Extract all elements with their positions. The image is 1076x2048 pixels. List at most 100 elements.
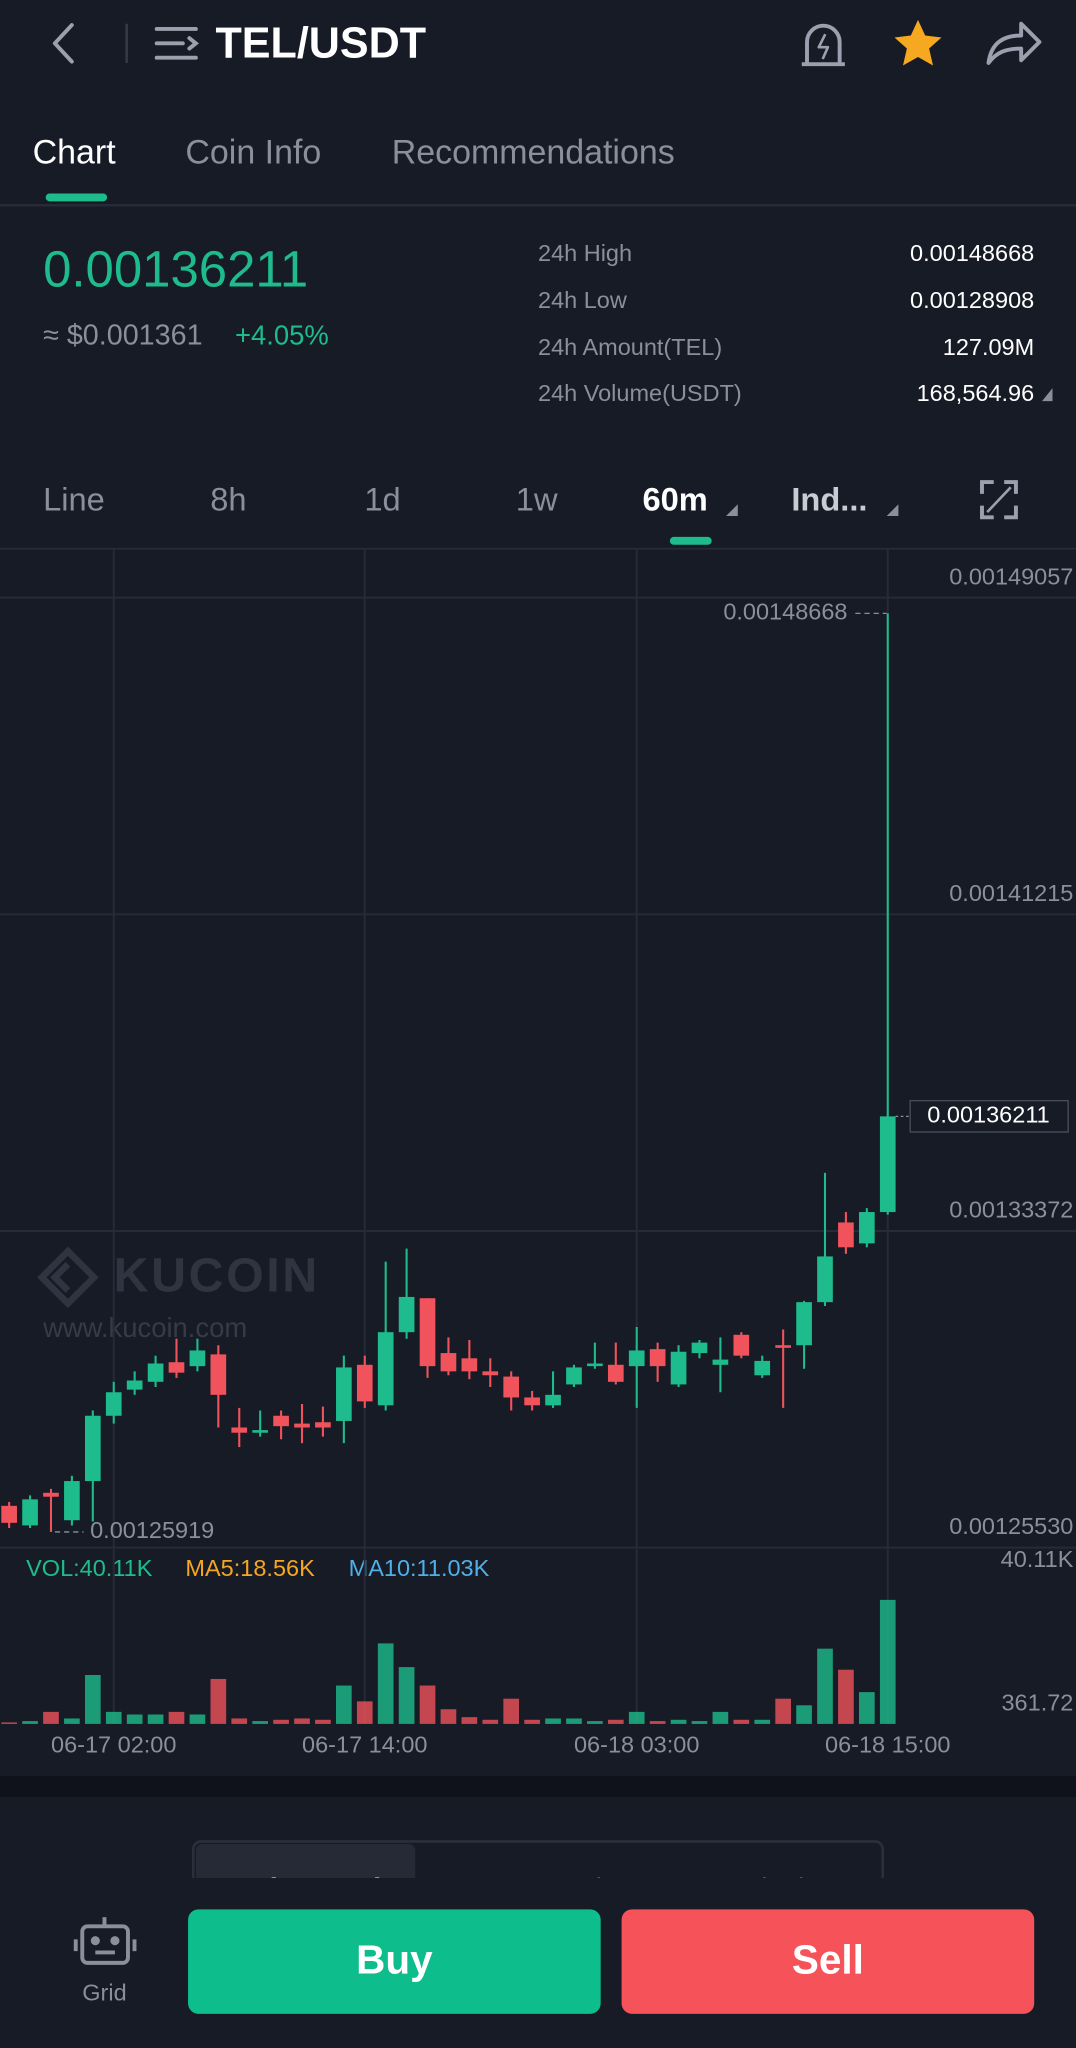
volume-tick-label: 361.72	[1001, 1690, 1073, 1716]
candle-body	[607, 1364, 624, 1382]
volume-bar	[879, 1599, 896, 1724]
candle-body	[84, 1415, 101, 1482]
watermark: KUCOIN www.kucoin.com	[37, 1246, 317, 1343]
candle-body	[754, 1360, 771, 1376]
menu-button[interactable]	[154, 27, 200, 60]
favorite-star[interactable]	[894, 19, 942, 66]
interval[interactable]: Ind...	[791, 480, 867, 517]
candle-body	[1, 1505, 17, 1523]
volume-bar	[189, 1714, 206, 1724]
candle-body	[838, 1222, 854, 1248]
low-label: 0.00125919	[90, 1517, 214, 1543]
volume-bar	[649, 1721, 666, 1724]
stat-value: 0.00148668	[910, 240, 1034, 266]
volume-bar	[503, 1698, 520, 1724]
candle-body	[817, 1256, 833, 1303]
pair-title: TEL/USDT	[215, 19, 426, 67]
bottom-tab[interactable]: Recent Trades	[439, 1873, 634, 1906]
candle-body	[524, 1397, 540, 1406]
volume-bar	[231, 1718, 248, 1724]
volume-bar	[775, 1698, 791, 1724]
change-percent: +4.05%	[235, 319, 329, 350]
volume-bar	[817, 1648, 833, 1724]
volume-bar	[838, 1669, 854, 1724]
interval[interactable]: 8h	[210, 480, 246, 517]
tab[interactable]: Recommendations	[392, 133, 675, 171]
volume-stat: VOL:40.11K	[26, 1555, 153, 1581]
volume-bar	[712, 1711, 729, 1724]
section-gap	[0, 1776, 1076, 1798]
y-tick-label: 0.00141215	[949, 880, 1073, 906]
candle-body	[22, 1499, 38, 1526]
stat-label: 24h Volume(USDT)	[538, 380, 742, 406]
dropdown-triangle[interactable]	[1042, 388, 1053, 402]
candle-body	[649, 1349, 666, 1367]
interval[interactable]: 60m	[642, 480, 707, 517]
volume-bar	[210, 1678, 227, 1724]
volume-bar	[733, 1719, 750, 1724]
current-price-label: 0.00136211	[927, 1102, 1049, 1128]
volume-bar	[105, 1711, 122, 1724]
alert-button[interactable]	[801, 23, 845, 67]
fullscreen-button[interactable]	[980, 480, 1018, 520]
candle-body	[879, 1116, 896, 1213]
volume-bar	[273, 1719, 289, 1724]
volume-bar	[858, 1692, 875, 1724]
candle-body	[691, 1342, 708, 1354]
watermark-url: www.kucoin.com	[42, 1312, 247, 1343]
candle-body	[231, 1427, 248, 1433]
candle-body	[252, 1430, 269, 1433]
stat-label: 24h Low	[538, 287, 628, 313]
candle-body	[503, 1376, 520, 1398]
stat-value: 127.09M	[943, 334, 1034, 360]
buy-button[interactable]	[188, 1909, 601, 2014]
tab-indicator	[45, 193, 108, 202]
grid-label: Grid	[82, 1979, 126, 2005]
volume-bar	[545, 1718, 561, 1724]
tab[interactable]: Coin Info	[185, 133, 321, 171]
volume-bar	[398, 1667, 415, 1724]
x-tick-label: 06-17 02:00	[51, 1731, 176, 1757]
candle-body	[294, 1423, 310, 1428]
fiat-price: ≈ $0.001361	[43, 320, 203, 352]
share-button[interactable]	[986, 21, 1042, 65]
candle-body	[566, 1367, 582, 1385]
x-tick-label: 06-18 15:00	[825, 1731, 950, 1757]
price-box	[909, 1100, 1069, 1133]
volume-bar	[754, 1719, 771, 1724]
interval[interactable]: 1d	[364, 480, 400, 517]
bottom-tab[interactable]: Analysis	[708, 1873, 820, 1906]
volume-bar	[670, 1719, 687, 1724]
back-button[interactable]	[52, 23, 74, 64]
volume-bar	[43, 1711, 59, 1724]
bottom-tab[interactable]: Order Book	[225, 1873, 390, 1906]
volume-bar	[336, 1685, 352, 1724]
candle-body	[356, 1364, 373, 1402]
grid-icon[interactable]	[73, 1917, 137, 1965]
stat-label: 24h High	[538, 240, 632, 266]
candle-body	[796, 1302, 812, 1346]
interval[interactable]: Line	[43, 480, 105, 517]
y-tick-label: 0.00133372	[949, 1197, 1073, 1223]
candle-body	[210, 1354, 227, 1395]
candle-body	[64, 1481, 80, 1521]
candle-body	[712, 1359, 729, 1365]
tab[interactable]: Chart	[33, 133, 117, 171]
x-tick-label: 06-18 03:00	[574, 1731, 699, 1757]
candle-body	[336, 1367, 352, 1421]
candle-body	[147, 1363, 164, 1382]
candle-body	[43, 1492, 59, 1497]
candle-body	[858, 1212, 875, 1244]
volume-bar	[628, 1711, 645, 1724]
candle-body	[628, 1350, 645, 1367]
candle-body	[670, 1351, 687, 1385]
candle-body	[775, 1345, 791, 1348]
y-tick-label: 0.00149057	[949, 563, 1073, 589]
volume-bar	[1, 1722, 17, 1724]
sell-label: Sell	[792, 1937, 864, 1983]
stat-label: 24h Amount(TEL)	[538, 334, 722, 360]
sell-button[interactable]	[621, 1909, 1035, 2014]
interval[interactable]: 1w	[516, 480, 558, 517]
x-tick-label: 06-17 14:00	[302, 1731, 427, 1757]
